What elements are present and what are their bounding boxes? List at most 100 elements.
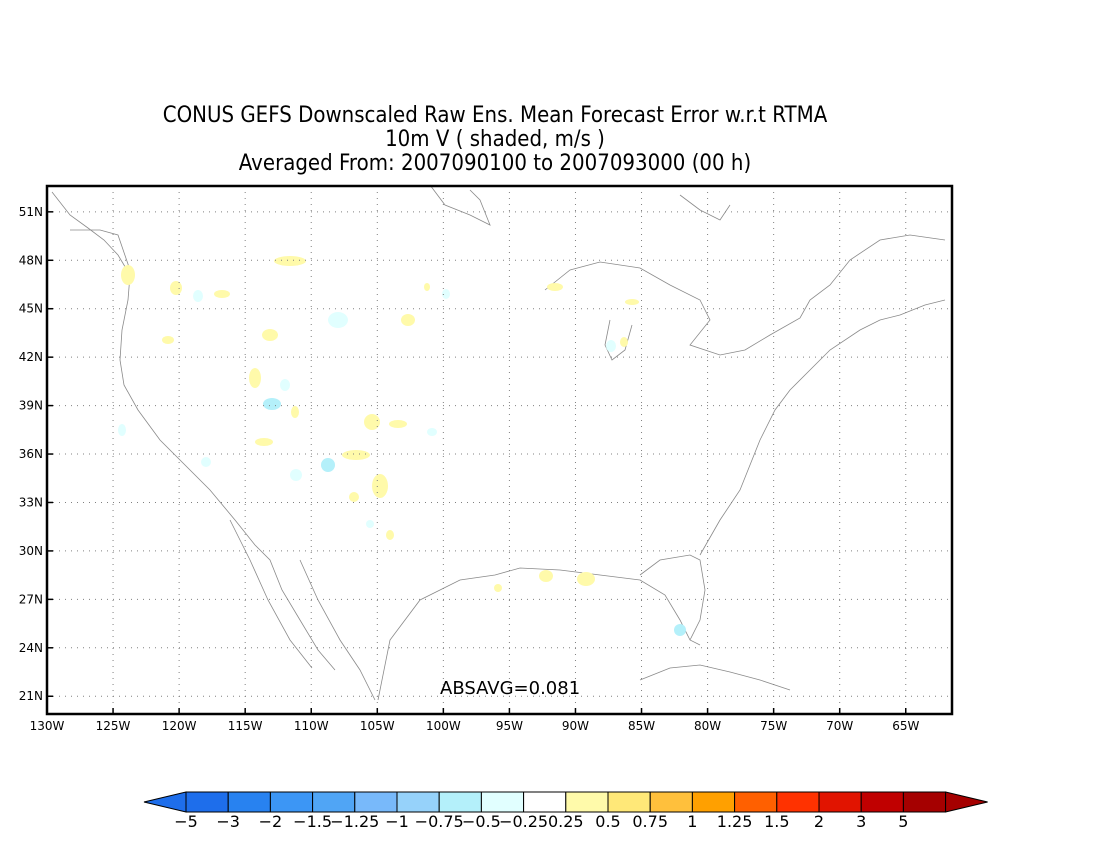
- colorbar-label: 1.5: [764, 812, 789, 831]
- shade-patch: [291, 406, 299, 418]
- shade-patch: [280, 379, 290, 391]
- colorbar-cell: [902, 791, 947, 813]
- shade-patch: [427, 428, 437, 436]
- shade-patch: [290, 469, 302, 481]
- lat-tick-label: 27N: [19, 592, 43, 606]
- colorbar-cell: [734, 791, 778, 813]
- canada-north-line: [429, 184, 491, 226]
- west-coast-line: [51, 191, 336, 671]
- colorbar-label: −1.25: [330, 812, 379, 831]
- shade-patch: [262, 329, 278, 341]
- colorbar-label: 3: [856, 812, 866, 831]
- shade-patch: [349, 492, 359, 502]
- colorbar-cell: [185, 791, 229, 813]
- lon-tick-label: 75W: [760, 719, 787, 733]
- lon-tick-label: 105W: [360, 719, 395, 733]
- lon-tick-label: 65W: [892, 719, 919, 733]
- colorbar-cell: [354, 791, 398, 813]
- shade-patch: [625, 299, 639, 305]
- colorbar-label: −5: [174, 812, 198, 831]
- lat-tick-label: 45N: [19, 302, 43, 316]
- colorbar-cell: [480, 791, 525, 813]
- title-line-1: CONUS GEFS Downscaled Raw Ens. Mean Fore…: [162, 103, 828, 128]
- shade-patch: [274, 256, 306, 266]
- shade-patch: [170, 281, 182, 295]
- shade-patch: [201, 457, 211, 467]
- shade-patch: [494, 584, 502, 592]
- lat-tick-label: 42N: [19, 350, 43, 364]
- absavg-label: ABSAVG=0.081: [440, 678, 580, 699]
- colorbar-cell: [438, 791, 482, 813]
- lon-tick-label: 90W: [562, 719, 589, 733]
- florida-line: [639, 554, 706, 641]
- shade-patch: [118, 424, 126, 436]
- colorbar-label: −0.25: [499, 812, 548, 831]
- hudson-line: [679, 194, 731, 221]
- shade-patch: [249, 368, 261, 388]
- colorbar-cell: [649, 791, 693, 813]
- east-coast-line: [699, 299, 946, 556]
- baja-line: [229, 519, 313, 669]
- colorbar-low-arrow: [143, 791, 187, 813]
- lon-tick-label: 95W: [496, 719, 523, 733]
- shade-patch: [547, 283, 563, 291]
- great-lakes-line: [544, 234, 946, 356]
- shade-patch: [214, 290, 230, 298]
- coastline: [51, 184, 946, 701]
- colorbar-label: 1: [687, 812, 697, 831]
- shade-patch: [424, 283, 430, 291]
- colorbar-label: −3: [216, 812, 240, 831]
- shade-patch: [577, 572, 595, 586]
- colorbar-label: 2: [814, 812, 824, 831]
- shade-patch: [193, 290, 203, 302]
- colorbar-cell: [691, 791, 736, 813]
- colorbar-label: −2: [259, 812, 283, 831]
- colorbar-label: −1.5: [293, 812, 332, 831]
- colorbar-cell: [860, 791, 904, 813]
- colorbar-cell: [312, 791, 356, 813]
- lat-tick-label: 21N: [19, 689, 43, 703]
- shade-patch: [162, 336, 174, 344]
- lat-tick-label: 24N: [19, 641, 43, 655]
- shade-patch: [401, 314, 415, 326]
- colorbar-label: −0.5: [462, 812, 501, 831]
- shade-patch: [321, 458, 335, 472]
- shade-patch: [389, 420, 407, 428]
- colorbar-cell: [607, 791, 651, 813]
- lon-tick-label: 80W: [694, 719, 721, 733]
- lon-tick-label: 110W: [294, 719, 329, 733]
- colorbar: −5 −3 −2 −1.5−1.25 −1 −0.75−0.5−0.25 0.25 0.5 0.…: [143, 791, 988, 831]
- map-frame: [45, 184, 954, 716]
- shade-patch: [674, 624, 686, 636]
- lat-tick-label: 51N: [19, 205, 43, 219]
- colorbar-cell: [565, 791, 609, 813]
- shade-patch: [539, 570, 553, 582]
- lat-tick-label: 33N: [19, 495, 43, 509]
- colorbar-cell: [227, 791, 271, 813]
- shade-patch: [342, 450, 370, 460]
- colorbar-label: 0.75: [632, 812, 668, 831]
- colorbar-label: 5: [898, 812, 908, 831]
- colorbar-label: −1: [385, 812, 409, 831]
- shade-patch: [121, 265, 135, 285]
- colorbar-cell: [396, 791, 440, 813]
- lat-tick-label: 36N: [19, 447, 43, 461]
- lon-tick-label: 100W: [426, 719, 461, 733]
- colorbar-label: 0.5: [595, 812, 620, 831]
- west-interior-line: [70, 229, 131, 271]
- shade-patch: [255, 438, 273, 446]
- mexico-west-line: [299, 559, 376, 701]
- colorbar-label: −0.75: [415, 812, 464, 831]
- lon-tick-label: 130W: [30, 719, 65, 733]
- colorbar-cell: [523, 791, 567, 813]
- shade-patch: [372, 474, 388, 498]
- shade-patch: [606, 340, 616, 352]
- lat-tick-label: 48N: [19, 253, 43, 267]
- colorbar-cell: [269, 791, 314, 813]
- cuba-line: [639, 664, 791, 691]
- shade-patch: [328, 312, 348, 328]
- lat-tick-label: 39N: [19, 399, 43, 413]
- shade-patch: [386, 530, 394, 540]
